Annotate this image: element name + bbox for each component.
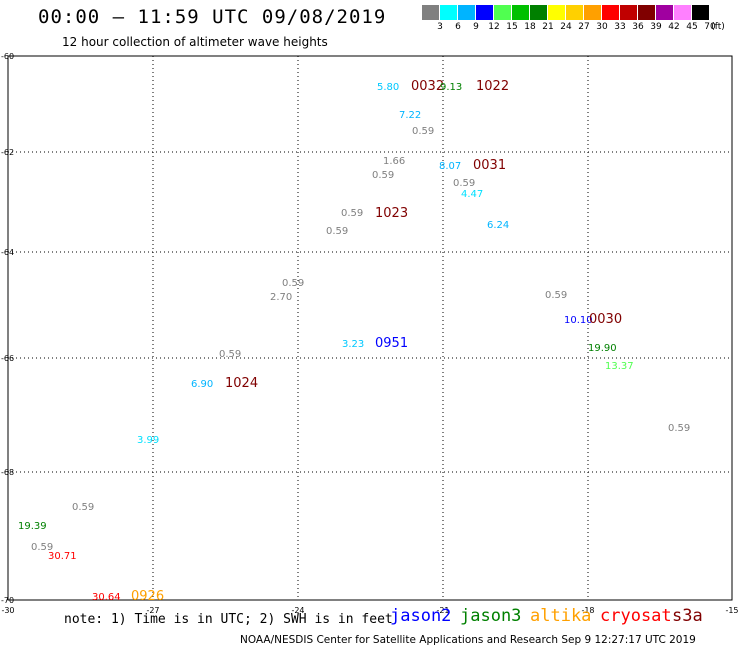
legend-label: 3 xyxy=(437,22,443,32)
legend-label: 18 xyxy=(524,22,536,32)
time-label: 1024 xyxy=(225,376,258,391)
lon-tick-label: -21 xyxy=(436,606,449,615)
legend-swatch xyxy=(530,5,548,20)
wave-height-label: 10.10 xyxy=(564,315,593,326)
lon-tick-label: -30 xyxy=(1,606,14,615)
legend-swatch xyxy=(602,5,620,20)
legend-label: 12 xyxy=(488,22,500,32)
legend-swatch xyxy=(458,5,476,20)
time-label: 0032 xyxy=(411,79,444,94)
time-label: 0926 xyxy=(131,589,164,604)
legend-label: 15 xyxy=(506,22,518,32)
lat-tick-label: -66 xyxy=(1,354,14,363)
legend-swatch xyxy=(422,5,440,20)
wave-height-label: 3.23 xyxy=(342,339,364,350)
legend-swatch xyxy=(548,5,566,20)
legend-swatch xyxy=(692,5,710,20)
wave-height-label: 13.37 xyxy=(605,361,634,372)
wave-height-label: 0.59 xyxy=(545,290,567,301)
wave-height-label: 6.90 xyxy=(191,379,213,390)
wave-height-label: 0.59 xyxy=(372,170,394,181)
wave-height-label: 0.59 xyxy=(453,178,475,189)
time-label: 0030 xyxy=(589,312,622,327)
lat-tick-label: -60 xyxy=(1,52,14,61)
legend-swatch xyxy=(440,5,458,20)
legend-label: 36 xyxy=(632,22,644,32)
wave-height-label: 8.07 xyxy=(439,161,461,172)
map-subtitle: 12 hour collection of altimeter wave hei… xyxy=(62,35,328,49)
credit-line: NOAA/NESDIS Center for Satellite Applica… xyxy=(240,634,696,646)
satellite-name: cryosat xyxy=(600,606,672,626)
lat-tick-label: -62 xyxy=(1,148,14,157)
wave-height-label: 6.24 xyxy=(487,220,509,231)
satellite-name: jason2 xyxy=(390,606,452,626)
legend-label: 42 xyxy=(668,22,680,32)
legend-swatch xyxy=(476,5,494,20)
color-legend: 3 6 9 12 15 18 21 24 27 30 33 36 39 42 45 70 (ft) xyxy=(422,5,725,32)
satellite-name: jason3 xyxy=(460,606,522,626)
lat-tick-label: -68 xyxy=(1,468,14,477)
lon-tick-label: -27 xyxy=(146,606,159,615)
map-frame xyxy=(7,55,733,601)
wave-height-label: 0.59 xyxy=(72,502,94,513)
legend-label: 27 xyxy=(578,22,590,32)
legend-label: 24 xyxy=(560,22,572,32)
wave-height-label: 0.59 xyxy=(668,423,690,434)
wave-height-label: 30.71 xyxy=(48,551,77,562)
legend-label: 45 xyxy=(686,22,698,32)
time-label: 0031 xyxy=(473,158,506,173)
satellite-name: s3a xyxy=(672,606,703,626)
legend-swatch xyxy=(512,5,530,20)
legend-label: 39 xyxy=(650,22,662,32)
wave-height-label: 2.70 xyxy=(270,292,292,303)
legend-label: 70 xyxy=(704,22,716,32)
legend-label: 33 xyxy=(614,22,626,32)
wave-height-label: 30.64 xyxy=(92,592,121,603)
lon-tick-label: -15 xyxy=(725,606,738,615)
legend-swatch xyxy=(674,5,692,20)
wave-height-label: 0.59 xyxy=(412,126,434,137)
legend-unit: (ft) xyxy=(711,22,725,32)
footer-note: note: 1) Time is in UTC; 2) SWH is in fe… xyxy=(64,612,393,627)
legend-swatch xyxy=(566,5,584,20)
time-label: 1022 xyxy=(476,79,509,94)
wave-height-label: 0.59 xyxy=(326,226,348,237)
legend-swatch xyxy=(584,5,602,20)
wave-height-label: 0.59 xyxy=(219,349,241,360)
wave-height-label: 3.99 xyxy=(137,435,159,446)
legend-swatch xyxy=(656,5,674,20)
wave-height-label: 9.13 xyxy=(440,82,462,93)
legend-swatch xyxy=(494,5,512,20)
lon-tick-label: -24 xyxy=(291,606,304,615)
legend-label: 6 xyxy=(455,22,461,32)
wave-height-label: 0.59 xyxy=(31,542,53,553)
legend-swatch xyxy=(620,5,638,20)
wave-height-label: 1.66 xyxy=(383,156,405,167)
time-label: 1023 xyxy=(375,206,408,221)
lon-tick-label: -18 xyxy=(581,606,594,615)
legend-label: 30 xyxy=(596,22,608,32)
legend-swatch xyxy=(638,5,656,20)
time-label: 0951 xyxy=(375,336,408,351)
legend-swatches xyxy=(422,5,710,20)
wave-height-label: 4.47 xyxy=(461,189,483,200)
satellite-name: altika xyxy=(530,606,592,626)
legend-label: 21 xyxy=(542,22,554,32)
wave-height-label: 0.59 xyxy=(282,278,304,289)
legend-label: 9 xyxy=(473,22,479,32)
lat-tick-label: -64 xyxy=(1,248,14,257)
wave-height-label: 5.80 xyxy=(377,82,399,93)
map-title: 00:00 – 11:59 UTC 09/08/2019 xyxy=(38,6,387,28)
wave-height-label: 19.90 xyxy=(588,343,617,354)
legend-labels: 3 6 9 12 15 18 21 24 27 30 33 36 39 42 45 70 (ft) xyxy=(422,20,725,32)
wave-height-label: 7.22 xyxy=(399,110,421,121)
wave-height-label: 0.59 xyxy=(341,208,363,219)
lat-tick-label: -70 xyxy=(1,596,14,605)
wave-height-label: 19.39 xyxy=(18,521,47,532)
